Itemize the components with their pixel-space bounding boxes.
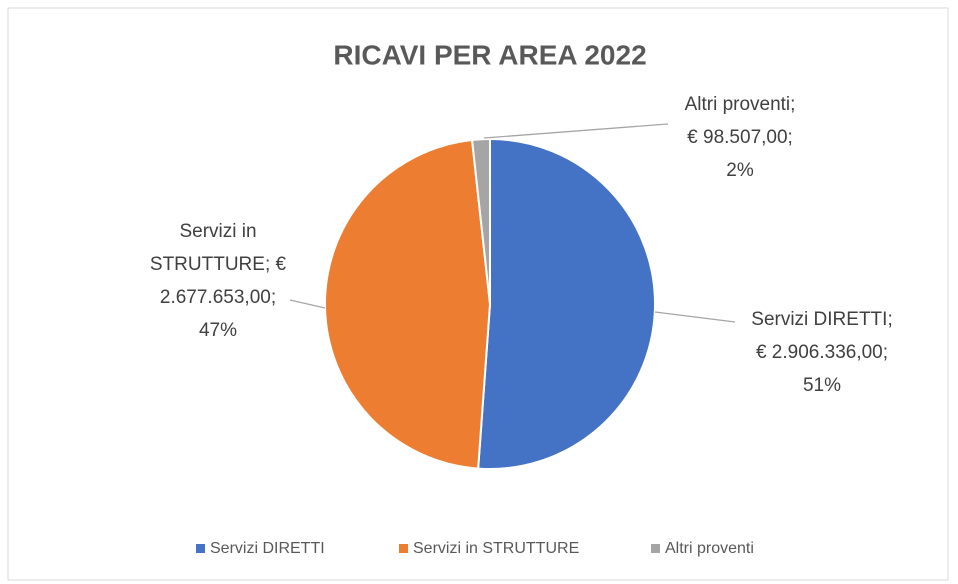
- data-label: Servizi DIRETTI;: [751, 309, 892, 330]
- data-label: Altri proventi;: [685, 94, 796, 115]
- leader-line: [483, 123, 669, 139]
- pie-slice: [477, 137, 656, 470]
- pie-slice: [470, 137, 491, 305]
- chart-title: RICAVI PER AREA 2022: [333, 39, 646, 70]
- legend-swatch: [651, 544, 660, 553]
- data-label: STRUTTURE; €: [150, 254, 287, 275]
- data-label-percent: 2%: [726, 160, 754, 181]
- leader-line: [289, 299, 326, 309]
- legend-label: Servizi DIRETTI: [210, 540, 325, 557]
- pie-slice: [324, 138, 492, 470]
- data-label: € 98.507,00;: [687, 127, 793, 148]
- legend-swatch: [399, 544, 408, 553]
- data-label: € 2.906.336,00;: [756, 342, 888, 363]
- data-label: Servizi in: [179, 221, 256, 242]
- data-label: 2.677.653,00;: [160, 287, 276, 308]
- legend-label: Altri proventi: [665, 540, 754, 557]
- data-label-percent: 47%: [199, 320, 237, 341]
- leader-line: [654, 311, 736, 323]
- legend-swatch: [196, 544, 205, 553]
- legend-label: Servizi in STRUTTURE: [413, 540, 579, 557]
- data-label-percent: 51%: [803, 375, 841, 396]
